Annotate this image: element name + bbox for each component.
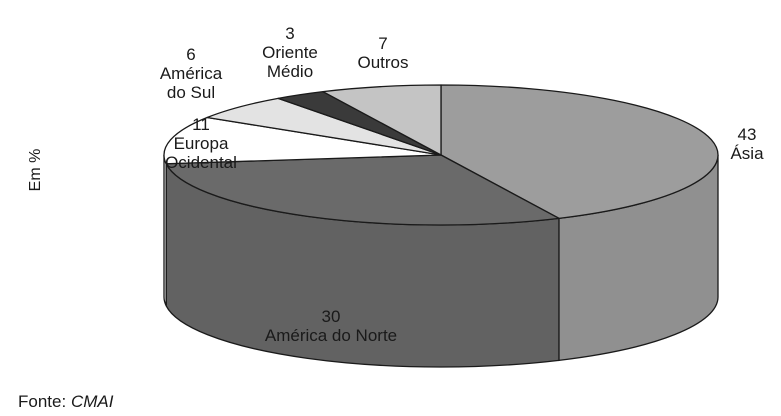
data-label-name-europa-ocidental: Europa (174, 134, 229, 153)
pie-slice-europa-ocidental (163, 116, 442, 165)
pie-side-europa-ocidental (163, 154, 167, 307)
data-label-name-america-do-sul: América (160, 64, 223, 83)
pie-slice-outros (322, 84, 442, 156)
data-label-value-outros: 7 (378, 34, 387, 53)
data-label-name-oriente-medio: Médio (267, 62, 313, 81)
data-label-name-asia: Ásia (730, 144, 764, 163)
data-label-value-oriente-medio: 3 (285, 24, 294, 43)
data-label-value-europa-ocidental: 11 (192, 115, 210, 134)
source-name: CMAI (70, 392, 114, 411)
data-label-name-america-do-sul: do Sul (167, 83, 215, 102)
source-note: Fonte: CMAI (18, 392, 113, 412)
data-label-name-europa-ocidental: Ocidental (165, 153, 237, 172)
unit-label: Em % (27, 149, 44, 192)
data-label-value-america-do-sul: 6 (186, 45, 195, 64)
data-label-value-asia: 43 (738, 125, 757, 144)
data-label-name-outros: Outros (357, 53, 408, 72)
source-prefix: Fonte: (18, 392, 67, 411)
pie-slice-america-do-norte (165, 154, 560, 226)
pie-slice-asia (440, 84, 719, 219)
data-label-name-america-do-norte: América do Norte (265, 326, 397, 345)
data-label-name-oriente-medio: Oriente (262, 43, 318, 62)
data-label-value-america-do-norte: 30 (322, 307, 341, 326)
